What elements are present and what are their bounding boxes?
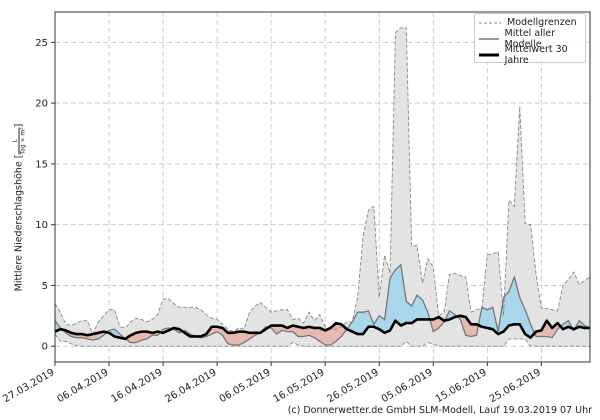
x-tick-label: 26.04.2019 xyxy=(164,367,219,405)
x-tick-label: 16.05.2019 xyxy=(272,367,327,405)
above-average-fill xyxy=(487,307,493,330)
copyright-footer: (c) Donnerwetter.de GmbH SLM-Modell, Lau… xyxy=(287,405,592,416)
y-tick-label: 20 xyxy=(35,99,48,110)
legend-label: Mittelwert 30 Jahre xyxy=(504,43,568,66)
legend-item-climate-mean: Mittelwert 30 Jahre xyxy=(475,44,585,66)
legend-label: Mittel aller Modelle xyxy=(504,27,556,50)
y-tick-label: 25 xyxy=(35,38,48,49)
fills xyxy=(54,27,591,347)
unit-denominator: Tag × m² xyxy=(19,127,27,155)
y-axis-label: Mittlere Niederschlagshöhe [L Tag × m²] xyxy=(11,123,27,292)
legend-item-model-mean: Mittel aller Modelle xyxy=(475,28,585,50)
grey-line-icon xyxy=(479,37,499,40)
lines xyxy=(54,27,591,347)
climate-mean-line xyxy=(54,314,590,341)
x-tick-label: 06.04.2019 xyxy=(55,367,110,405)
above-average-fill xyxy=(481,307,488,329)
dashed-line-icon xyxy=(479,22,501,23)
y-tick-label: 5 xyxy=(42,281,48,292)
x-tick-label: 15.06.2019 xyxy=(434,367,489,405)
model-min-line xyxy=(54,333,590,347)
legend-label: Modellgrenzen xyxy=(507,17,577,28)
unit-numerator: L xyxy=(11,127,20,155)
x-tick-label: 06.05.2019 xyxy=(218,367,273,405)
x-tick-label: 26.05.2019 xyxy=(326,367,381,405)
plot-frame xyxy=(54,11,591,363)
y-tick-label: 15 xyxy=(35,159,48,170)
x-tick-label: 05.06.2019 xyxy=(380,367,435,405)
model-mean-line xyxy=(54,263,591,346)
legend: Modellgrenzen Mittel aller Modelle Mitte… xyxy=(474,13,586,66)
black-line-icon xyxy=(479,53,499,56)
y-tick-label: 10 xyxy=(35,220,48,231)
below-average-fill xyxy=(470,324,477,337)
below-average-fill xyxy=(227,332,234,346)
y-tick-label: 0 xyxy=(42,342,48,353)
x-tick-label: 25.06.2019 xyxy=(488,367,543,405)
above-average-fill xyxy=(357,311,364,335)
x-tick-label: 27.03.2019 xyxy=(1,367,56,405)
above-average-fill xyxy=(395,264,402,326)
legend-item-model-range: Modellgrenzen xyxy=(475,15,585,30)
y-axis-label-text: Mittlere Niederschlagshöhe xyxy=(13,161,25,292)
model-range-area xyxy=(55,27,590,347)
model-max-line xyxy=(54,27,591,336)
x-tick-label: 16.04.2019 xyxy=(109,367,164,405)
